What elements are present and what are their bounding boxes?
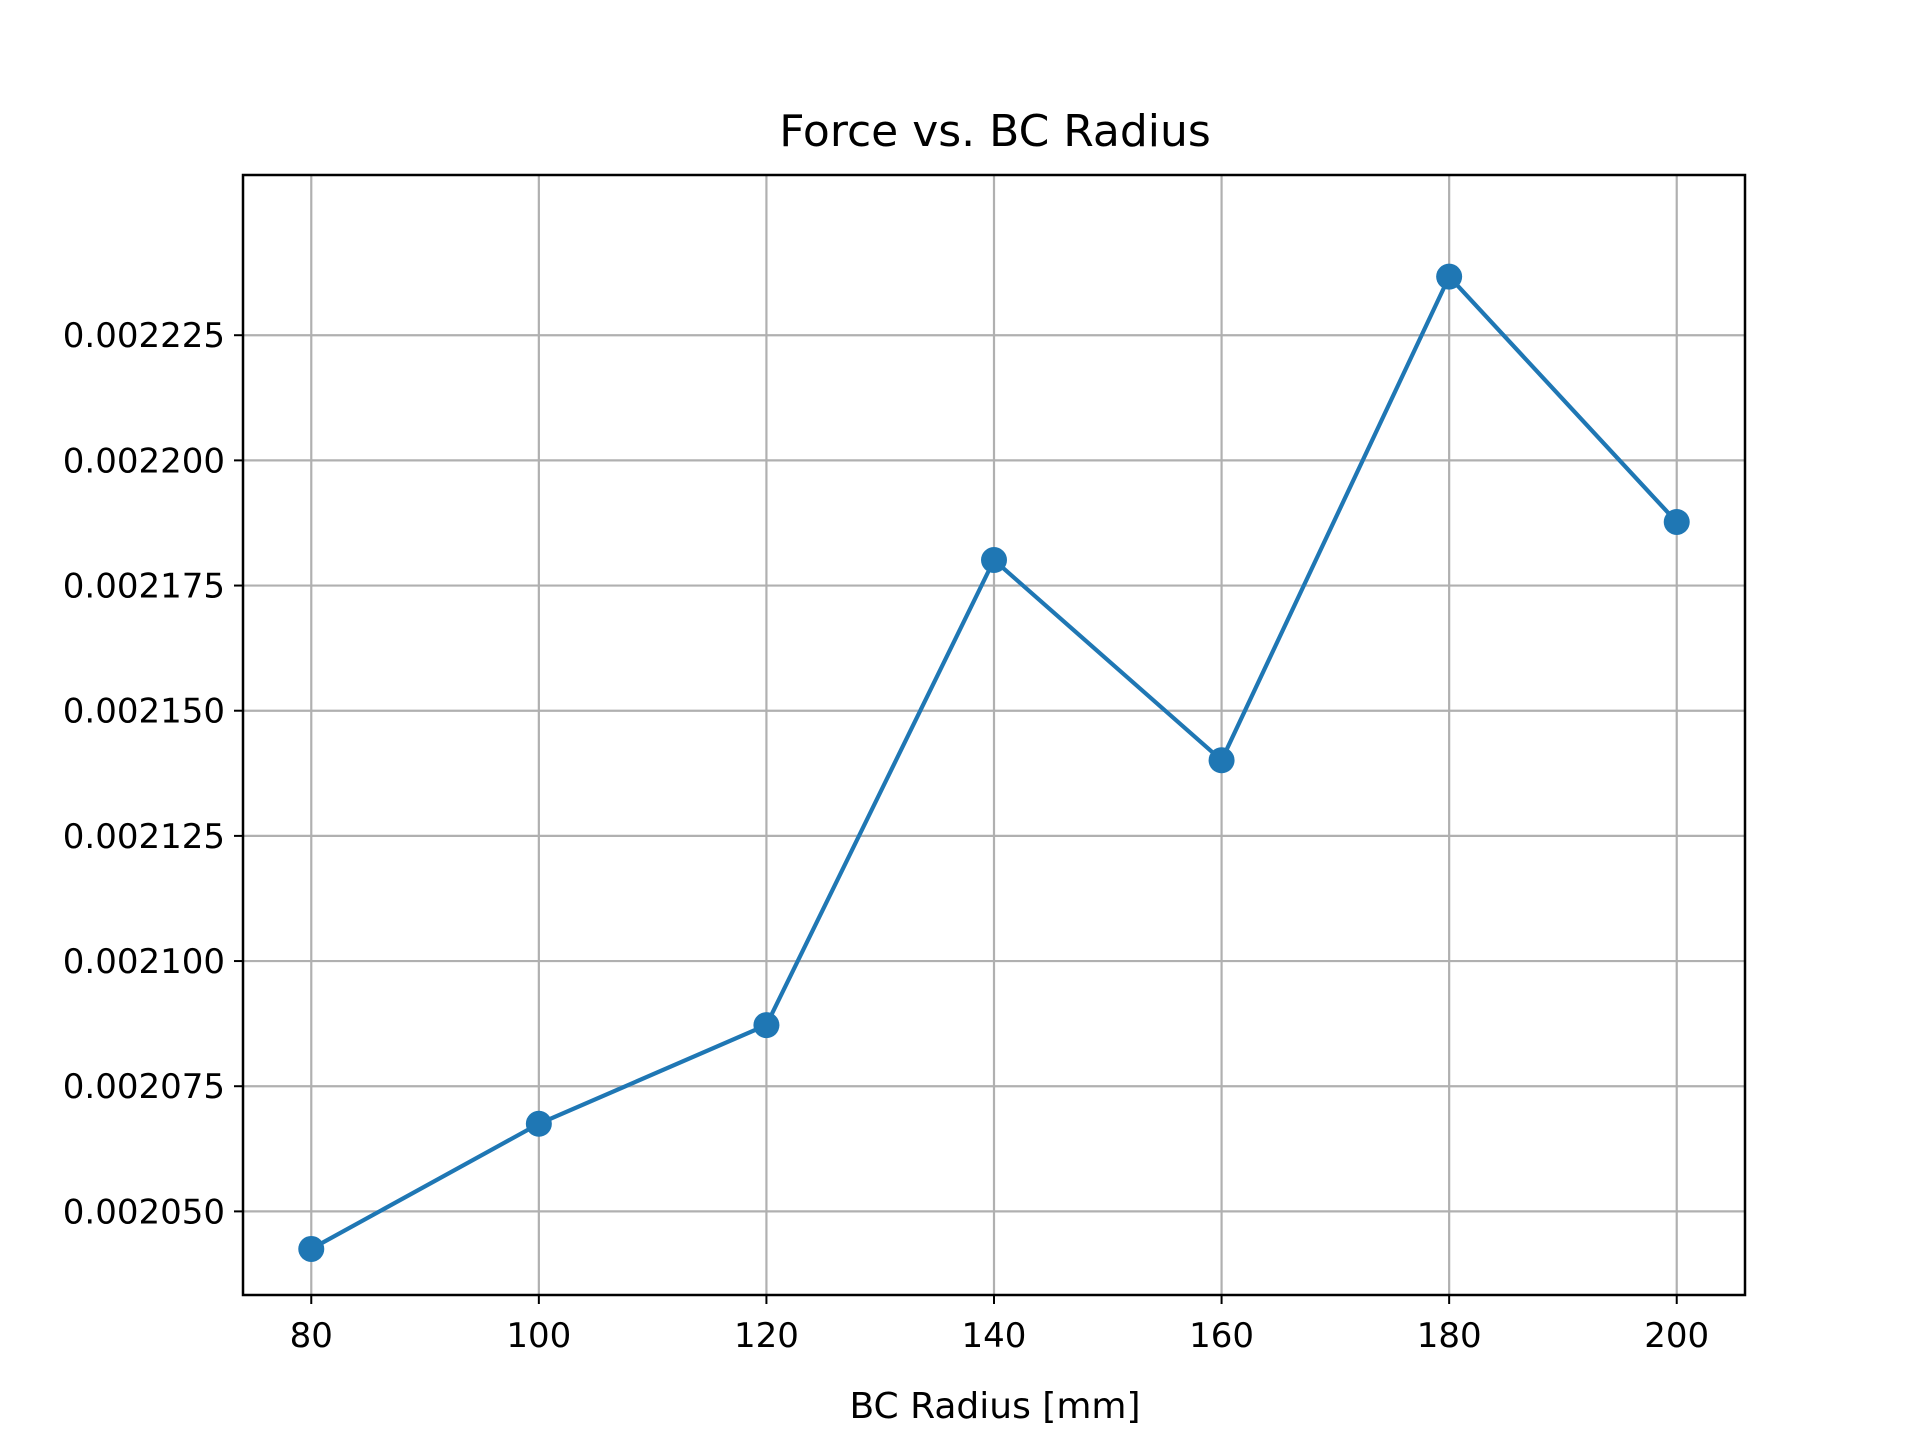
y-tick-label: 0.002075: [63, 1067, 225, 1107]
y-tick-label: 0.002100: [63, 942, 225, 982]
data-point: [1436, 263, 1463, 290]
data-point: [1663, 508, 1690, 535]
data-point: [981, 547, 1007, 574]
y-tick-label: 0.002225: [63, 316, 225, 356]
y-tick-label: 0.002050: [63, 1192, 225, 1232]
axis-ticks: 80 100 120 140 160 180 200 0.002050 0.002075 0.00…: [63, 316, 1709, 1356]
data-point: [753, 1012, 780, 1039]
data-point: [1208, 747, 1235, 774]
chart-title: Force vs. BC Radius: [779, 106, 1211, 157]
data-point: [298, 1235, 325, 1262]
data-point: [525, 1110, 552, 1137]
x-tick-label: 160: [1189, 1316, 1254, 1356]
y-tick-label: 0.002200: [63, 441, 225, 481]
x-tick-label: 140: [962, 1316, 1027, 1356]
y-tick-label: 0.002125: [63, 817, 225, 857]
x-tick-label: 120: [734, 1316, 799, 1356]
x-tick-label: 200: [1644, 1316, 1709, 1356]
x-tick-label: 100: [506, 1316, 571, 1356]
y-tick-label: 0.002150: [63, 692, 225, 732]
grid: [243, 175, 1745, 1295]
y-tick-label: 0.002175: [63, 567, 225, 607]
x-tick-label: 180: [1417, 1316, 1482, 1356]
x-tick-label: 80: [290, 1316, 333, 1356]
series-layer: [298, 263, 1690, 1262]
x-axis-title: BC Radius [mm]: [849, 1386, 1140, 1427]
